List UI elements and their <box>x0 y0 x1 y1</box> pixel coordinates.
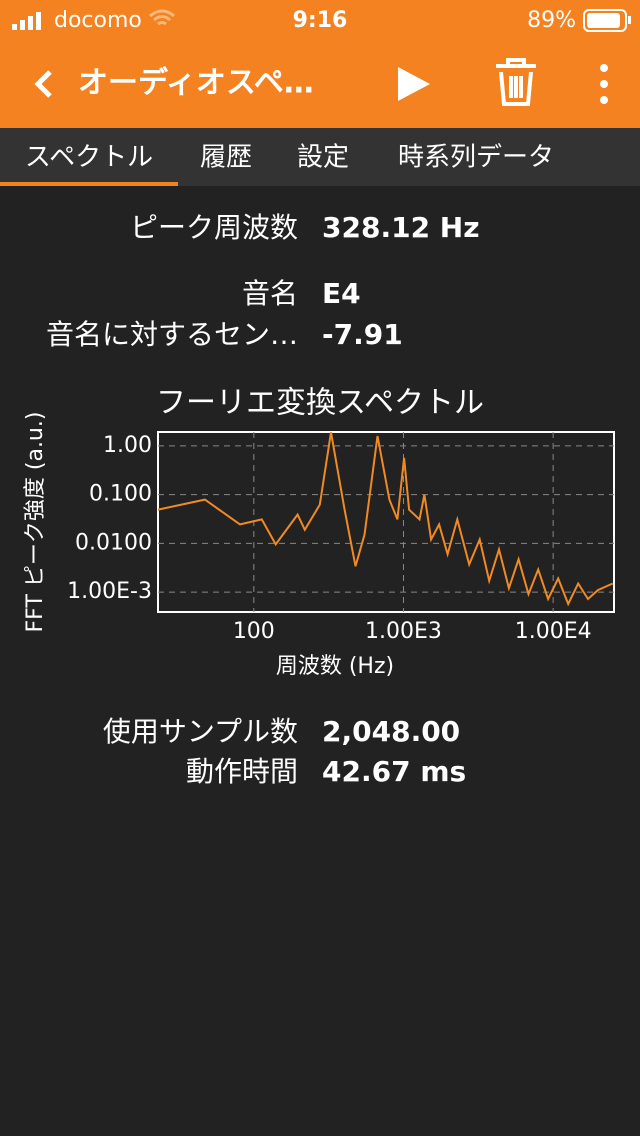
battery-text: 89% <box>527 8 576 33</box>
tab[interactable]: 設定 <box>297 143 349 173</box>
y-tick-label: 1.00E-3 <box>67 579 152 604</box>
x-tick-label: 1.00E4 <box>515 619 592 644</box>
stat-label: ピーク周波数 <box>130 211 298 244</box>
stat-value: E4 <box>322 277 361 310</box>
trash-button[interactable] <box>496 58 536 106</box>
stat-label: 使用サンプル数 <box>103 715 298 748</box>
battery-icon <box>583 9 631 32</box>
stat-value: 42.67 ms <box>322 755 466 788</box>
tab[interactable]: 時系列データ <box>398 143 554 173</box>
nav-title: オーディオスペ… <box>78 66 314 101</box>
y-tick-label: 0.0100 <box>75 530 152 555</box>
stat-value: 328.12 Hz <box>322 211 480 244</box>
stat-label: 動作時間 <box>186 755 298 788</box>
tab[interactable]: スペクトル <box>25 143 153 173</box>
back-button[interactable] <box>34 70 52 98</box>
play-button[interactable] <box>398 67 430 101</box>
tab[interactable]: 履歴 <box>200 143 252 173</box>
plot-frame <box>157 431 615 613</box>
stat-value: -7.91 <box>322 318 403 351</box>
y-tick-label: 0.100 <box>89 482 152 507</box>
time: 9:16 <box>293 8 348 33</box>
stat-label: 音名 <box>242 277 298 310</box>
chart-title: フーリエ変換スペクトル <box>156 386 484 421</box>
wifi-icon <box>149 9 175 26</box>
x-tick-label: 1.00E3 <box>365 619 442 644</box>
more-button[interactable] <box>600 64 608 104</box>
tab-bar <box>0 128 640 186</box>
stat-label: 音名に対するセン… <box>46 318 298 351</box>
carrier: docomo <box>54 8 142 33</box>
stat-value: 2,048.00 <box>322 715 460 748</box>
x-tick-label: 100 <box>233 619 275 644</box>
y-tick-label: 1.00 <box>103 433 152 458</box>
spectrum-line <box>158 432 614 607</box>
x-axis-label: 周波数 (Hz) <box>276 654 394 679</box>
y-axis-label: FFT ピーク強度 (a.u.) <box>23 412 48 633</box>
signal-icon <box>12 12 41 30</box>
tab-indicator <box>0 182 178 186</box>
